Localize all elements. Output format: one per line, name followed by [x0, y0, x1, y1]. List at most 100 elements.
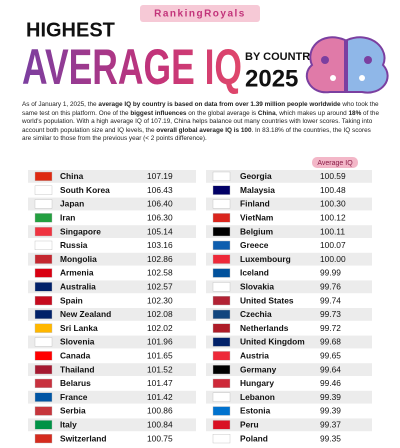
iq-value: 102.58 — [147, 268, 173, 278]
flag — [212, 309, 231, 320]
flag — [34, 282, 53, 292]
country-name: Mongolia — [60, 254, 97, 264]
flag — [212, 296, 231, 306]
flag — [212, 434, 231, 444]
iq-value: 100.07 — [320, 240, 346, 250]
country-name: Russia — [60, 240, 88, 250]
flag — [34, 337, 53, 347]
title-main: AVERAGE IQ — [22, 39, 242, 95]
iq-value: 102.02 — [147, 323, 173, 333]
iq-value: 106.43 — [147, 185, 173, 195]
intro-text: , which makes up around — [275, 109, 349, 117]
row-bg — [206, 239, 372, 252]
country-name: Finland — [240, 199, 270, 209]
flag — [34, 392, 53, 402]
row-bg — [206, 363, 372, 376]
flag — [34, 213, 53, 223]
country-name: Slovenia — [60, 337, 95, 347]
iq-value: 99.73 — [320, 309, 341, 319]
flag — [212, 378, 231, 389]
flag — [212, 392, 231, 402]
iq-value: 99.46 — [320, 378, 341, 388]
flag — [34, 323, 53, 333]
intro-paragraph: As of January 1, 2025, the average IQ by… — [22, 101, 380, 144]
iq-value: 99.64 — [320, 364, 341, 374]
country-name: Germany — [240, 364, 277, 374]
row-bg — [206, 197, 372, 211]
country-name: Peru — [240, 420, 259, 430]
iq-value: 100.12 — [320, 213, 346, 223]
iq-value: 100.84 — [147, 420, 173, 430]
country-name: Australia — [60, 282, 96, 292]
iq-value: 100.11 — [320, 226, 345, 236]
flag — [34, 420, 53, 430]
intro-text: overall global average IQ is 100 — [156, 126, 252, 134]
flag — [212, 282, 231, 292]
country-name: Iceland — [240, 268, 269, 278]
country-name: Armenia — [60, 268, 94, 278]
intro-text: As of January 1, 2025, the — [22, 101, 99, 108]
flag — [34, 296, 53, 306]
flag — [212, 268, 231, 278]
row-bg — [28, 294, 196, 307]
flag — [212, 171, 231, 182]
iq-value: 101.47 — [147, 378, 173, 388]
row-bg — [28, 280, 196, 294]
row-bg — [28, 170, 196, 183]
row-bg — [28, 308, 196, 321]
iq-value: 101.65 — [147, 351, 173, 361]
intro-text: average IQ by country is based on data f… — [98, 101, 341, 108]
flag — [212, 213, 231, 223]
row-bg — [206, 321, 372, 335]
row-bg — [206, 225, 372, 238]
country-name: Malaysia — [240, 185, 275, 195]
flag — [34, 268, 53, 278]
flag — [212, 226, 231, 237]
country-name: VietNam — [240, 213, 273, 223]
iq-value: 102.08 — [147, 309, 173, 319]
flag — [212, 254, 231, 264]
row-bg — [28, 197, 196, 211]
row-bg — [28, 377, 196, 390]
iq-value: 99.65 — [320, 351, 341, 361]
row-bg — [206, 183, 372, 197]
iq-value: 100.75 — [147, 433, 173, 443]
row-bg — [206, 266, 372, 280]
iq-value: 106.40 — [147, 199, 173, 209]
country-name: Netherlands — [240, 323, 289, 333]
flag — [212, 323, 231, 333]
row-bg — [206, 280, 372, 294]
country-name: New Zealand — [60, 309, 111, 319]
row-bg — [206, 349, 372, 363]
country-name: Georgia — [240, 171, 272, 181]
country-name: Iran — [60, 213, 75, 223]
row-bg — [206, 335, 372, 349]
row-bg — [206, 432, 372, 445]
flag — [212, 351, 231, 361]
year: 2025 — [245, 65, 298, 92]
iq-value: 102.30 — [147, 295, 173, 305]
intro-text: . In 83.18% of the countries, the IQ sco… — [22, 126, 371, 143]
iq-value: 100.59 — [320, 171, 346, 181]
row-bg — [206, 170, 372, 183]
iq-value: 101.96 — [147, 337, 173, 347]
iq-value: 99.76 — [320, 282, 341, 292]
flag — [34, 406, 53, 416]
country-name: Canada — [60, 351, 91, 361]
country-name: Italy — [60, 420, 77, 430]
column-label: Average IQ — [317, 160, 353, 167]
flag — [34, 226, 53, 237]
row-bg — [28, 418, 196, 432]
row-bg — [206, 377, 372, 390]
flag — [212, 406, 231, 416]
flag — [34, 171, 53, 182]
row-bg — [28, 183, 196, 197]
country-name: Singapore — [60, 226, 101, 236]
row-bg — [206, 390, 372, 404]
row-bg — [28, 211, 196, 225]
country-name: Sri Lanka — [60, 323, 98, 333]
row-bg — [206, 418, 372, 432]
row-bg — [28, 266, 196, 280]
iq-value: 103.16 — [147, 240, 173, 250]
iq-value: 99.72 — [320, 323, 341, 333]
